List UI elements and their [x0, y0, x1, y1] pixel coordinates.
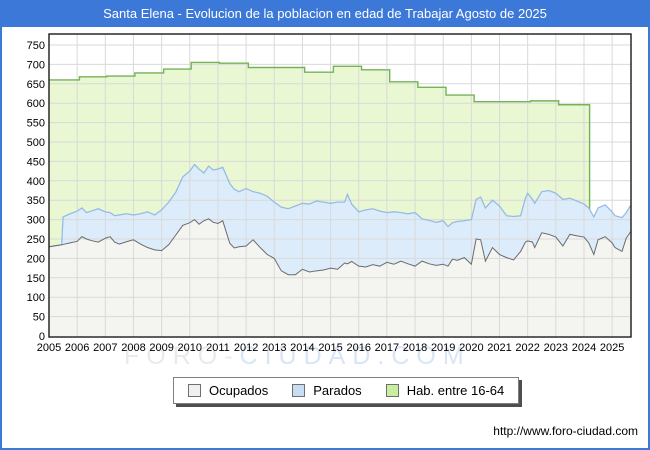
svg-text:2010: 2010: [178, 342, 202, 354]
legend-label-hab-entre-16-64: Hab. entre 16-64: [407, 383, 505, 398]
svg-text:2015: 2015: [318, 342, 342, 354]
svg-text:250: 250: [27, 234, 45, 246]
svg-text:2018: 2018: [403, 342, 427, 354]
legend-swatch-hab-entre-16-64: [386, 384, 399, 397]
svg-text:2006: 2006: [65, 342, 89, 354]
legend-item-hab-entre-16-64: Hab. entre 16-64: [386, 383, 505, 398]
svg-text:2011: 2011: [206, 342, 230, 354]
foro-ciudad-chart-window: Santa Elena - Evolucion de la poblacion …: [0, 0, 650, 450]
legend-swatch-ocupados: [188, 384, 201, 397]
svg-text:2020: 2020: [459, 342, 483, 354]
svg-text:2024: 2024: [572, 342, 596, 354]
svg-text:2016: 2016: [346, 342, 370, 354]
svg-text:550: 550: [27, 118, 45, 130]
svg-text:400: 400: [27, 176, 45, 188]
footer-url: http://www.foro-ciudad.com: [493, 424, 638, 438]
svg-text:450: 450: [27, 156, 45, 168]
svg-text:2012: 2012: [234, 342, 258, 354]
svg-text:2013: 2013: [262, 342, 286, 354]
svg-text:2008: 2008: [121, 342, 145, 354]
chart-legend: Ocupados Parados Hab. entre 16-64: [173, 377, 519, 404]
svg-text:50: 50: [33, 312, 45, 324]
y-axis-labels: 0501001502002503003504004505005506006507…: [27, 40, 45, 343]
legend-item-parados: Parados: [292, 383, 361, 398]
svg-text:2025: 2025: [600, 342, 624, 354]
svg-text:2021: 2021: [487, 342, 511, 354]
svg-text:2005: 2005: [37, 342, 61, 354]
svg-text:2007: 2007: [93, 342, 117, 354]
svg-text:2023: 2023: [544, 342, 568, 354]
svg-text:750: 750: [27, 40, 45, 52]
legend-label-ocupados: Ocupados: [209, 383, 268, 398]
svg-text:700: 700: [27, 59, 45, 71]
svg-text:2014: 2014: [290, 342, 314, 354]
legend-item-ocupados: Ocupados: [188, 383, 268, 398]
svg-text:200: 200: [27, 253, 45, 265]
svg-text:2009: 2009: [149, 342, 173, 354]
legend-label-parados: Parados: [313, 383, 361, 398]
svg-text:2017: 2017: [375, 342, 399, 354]
svg-text:2019: 2019: [431, 342, 455, 354]
svg-text:650: 650: [27, 79, 45, 91]
svg-text:500: 500: [27, 137, 45, 149]
svg-text:2022: 2022: [515, 342, 539, 354]
svg-text:300: 300: [27, 215, 45, 227]
legend-swatch-parados: [292, 384, 305, 397]
svg-text:100: 100: [27, 292, 45, 304]
x-axis-labels: 2005 2006 2007 2008 2009 2010 2011 2012 2013 2014…: [37, 342, 625, 354]
svg-text:150: 150: [27, 273, 45, 285]
svg-text:600: 600: [27, 98, 45, 110]
svg-text:350: 350: [27, 195, 45, 207]
